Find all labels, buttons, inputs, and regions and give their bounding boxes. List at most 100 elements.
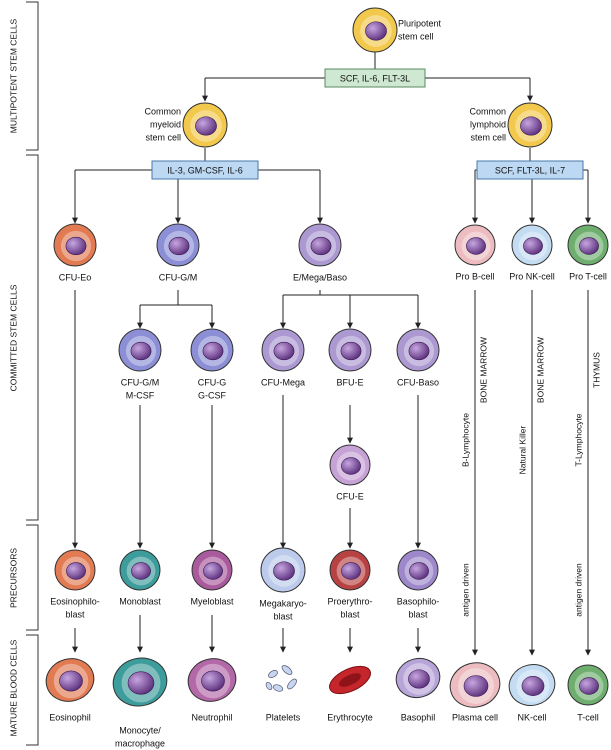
nucleus xyxy=(520,116,542,136)
cell xyxy=(352,7,398,53)
cell-label: lymphoid xyxy=(470,119,506,129)
pathway-label: BONE MARROW xyxy=(478,337,488,403)
nucleus xyxy=(341,457,361,475)
cell-label: Proerythro- xyxy=(327,596,372,606)
cell-label: stem cell xyxy=(145,132,181,142)
cell-label: macrophage xyxy=(115,738,165,748)
cytokine-label: IL-3, GM-CSF, IL-6 xyxy=(167,165,243,175)
cytokine-box xyxy=(476,160,584,180)
cell xyxy=(53,223,97,267)
cell xyxy=(54,549,96,591)
cell-label: blast xyxy=(340,609,360,619)
stage-label: COMMITTED STEM CELLS xyxy=(8,284,18,391)
nucleus xyxy=(203,562,223,580)
cell-label: CFU-G/M xyxy=(159,272,198,282)
nucleus xyxy=(65,236,87,256)
cell xyxy=(454,224,496,266)
nucleus xyxy=(409,562,429,580)
stage-label: MULTIPOTENT STEM CELLS xyxy=(8,18,18,133)
cell-label: CFU-Eo xyxy=(59,272,92,282)
nucleus xyxy=(195,116,217,136)
cell-label: CFU-Mega xyxy=(261,377,305,387)
cell-label: blast xyxy=(408,609,428,619)
cell xyxy=(396,328,440,372)
pathway-label: T-Lymphocyte xyxy=(573,413,583,466)
cell-label: Pro NK-cell xyxy=(509,271,555,281)
pathway-label: antigen driven xyxy=(573,563,583,617)
cell-label: E/Mega/Baso xyxy=(293,272,347,282)
cell-label: Eosinophil xyxy=(49,712,91,722)
nucleus xyxy=(273,341,295,361)
connector xyxy=(283,290,418,296)
cell-label: T-cell xyxy=(577,712,599,722)
cell-label: Megakaryo- xyxy=(259,598,307,608)
cell-label: Common xyxy=(144,106,181,116)
cell-label: CFU-G xyxy=(198,377,227,387)
cell-label: Plasma cell xyxy=(452,712,498,722)
cell-label: blast xyxy=(273,611,293,621)
cell xyxy=(567,664,609,706)
label-bg xyxy=(573,404,585,476)
nucleus xyxy=(521,676,545,696)
cell-label: stem cell xyxy=(470,132,506,142)
cell xyxy=(298,223,342,267)
nucleus xyxy=(466,237,486,255)
cell-label: M-CSF xyxy=(126,390,155,400)
nucleus xyxy=(59,670,83,692)
nucleus xyxy=(130,341,152,361)
cell-label: Eosinophilo- xyxy=(50,596,100,606)
pathway-label: BONE MARROW xyxy=(535,337,545,403)
erythrocyte-center xyxy=(338,673,362,687)
cell xyxy=(265,665,297,692)
cell xyxy=(119,549,161,591)
cell xyxy=(260,547,306,593)
cell-label: Monoblast xyxy=(119,596,161,606)
platelet xyxy=(265,681,273,691)
cell xyxy=(261,328,305,372)
cell-label: Pluripotent xyxy=(398,18,442,28)
cell xyxy=(328,328,372,372)
cell-label: stem cell xyxy=(398,31,434,41)
nucleus xyxy=(201,670,225,692)
cell-label: Pro B-cell xyxy=(455,271,494,281)
cell-label: Monocyte/ xyxy=(119,725,161,735)
nucleus xyxy=(579,237,599,255)
cell-label: Erythrocyte xyxy=(327,712,373,722)
label-bg xyxy=(478,334,490,406)
cell xyxy=(329,665,371,695)
cell-label: CFU-Baso xyxy=(397,377,439,387)
nucleus xyxy=(408,341,430,361)
platelet xyxy=(287,678,297,690)
nucleus xyxy=(168,236,190,256)
label-bg xyxy=(535,334,547,406)
cell xyxy=(156,223,200,267)
stage-brackets xyxy=(26,1,39,746)
platelet xyxy=(268,670,278,678)
cell xyxy=(507,102,553,148)
nucleus xyxy=(310,236,332,256)
nucleus xyxy=(463,675,489,697)
pathway-label: Natural Killer xyxy=(517,426,527,475)
pathway-label: antigen driven xyxy=(460,563,470,617)
cell-label: NK-cell xyxy=(517,712,546,722)
cell xyxy=(191,549,233,591)
cell-label: blast xyxy=(65,609,85,619)
connector xyxy=(140,290,212,306)
label-bg xyxy=(460,554,472,626)
stage-label: PRECURSORS xyxy=(8,548,18,608)
cell xyxy=(45,658,95,702)
cell xyxy=(508,664,556,706)
cell xyxy=(395,657,441,699)
nucleus xyxy=(365,21,387,41)
cytokine-box xyxy=(324,68,426,88)
nucleus xyxy=(408,669,430,689)
cell-label: Neutrophil xyxy=(191,712,232,722)
stage-label: MATURE BLOOD CELLS xyxy=(8,639,18,736)
cytokine-label: SCF, FLT-3L, IL-7 xyxy=(495,165,565,175)
cell-label: myeloid xyxy=(150,119,181,129)
nucleus xyxy=(66,562,86,580)
cell xyxy=(190,328,234,372)
cell-label: CFU-E xyxy=(336,491,364,501)
label-bg xyxy=(517,414,529,486)
cytokine-box xyxy=(151,160,259,180)
